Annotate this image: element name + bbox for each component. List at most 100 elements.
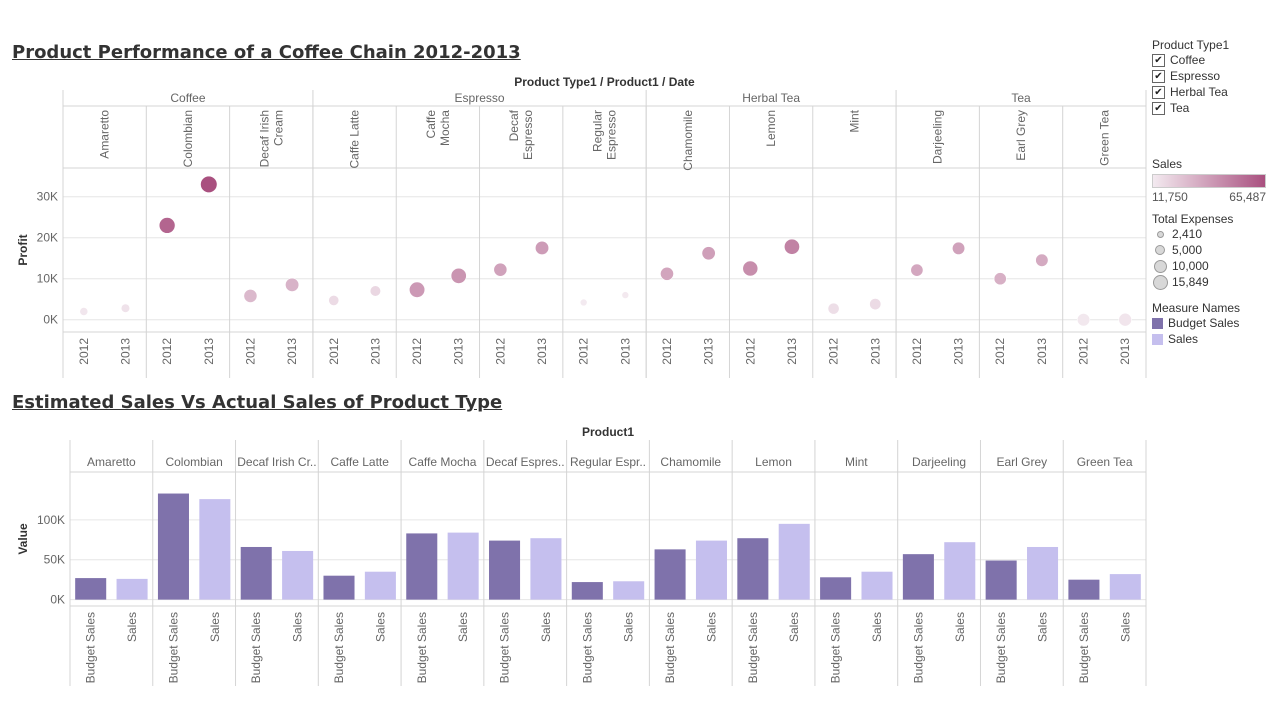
checkbox-icon[interactable]: ✔ — [1152, 69, 1165, 83]
bar-budget-sales — [489, 540, 521, 600]
size-item: 15,849 — [1152, 274, 1233, 290]
category-header: Lemon — [755, 455, 792, 469]
filter-item-herbal-tea[interactable]: ✔ Herbal Tea — [1152, 84, 1229, 100]
x-tick-label: Budget Sales — [829, 612, 843, 683]
product-header: Mint — [847, 109, 861, 132]
filter-item-espresso[interactable]: ✔ Espresso — [1152, 68, 1229, 84]
x-tick-label: Budget Sales — [84, 612, 98, 683]
product-header-line: Regular — [591, 110, 605, 152]
sales-legend-title: Sales — [1152, 157, 1183, 171]
sales-color-gradient — [1152, 174, 1266, 188]
x-tick-label: 2013 — [1118, 338, 1132, 365]
y-tick-label: 100K — [37, 513, 65, 527]
expenses-legend-title: Total Expenses — [1152, 212, 1234, 226]
x-tick-label: Budget Sales — [746, 612, 760, 683]
sales-swatch — [1152, 333, 1163, 345]
product-header-line: Lemon — [764, 110, 778, 147]
data-point — [243, 289, 258, 303]
bar-sales — [613, 581, 645, 600]
chart1-title: Product Performance of a Coffee Chain 20… — [12, 42, 521, 63]
size-item: 5,000 — [1152, 242, 1233, 258]
data-point — [910, 263, 924, 277]
data-point — [1076, 313, 1091, 327]
product-header: Green Tea — [1097, 110, 1111, 166]
x-tick-label: 2013 — [452, 338, 466, 365]
sales-max-label: 65,487 — [1229, 190, 1266, 204]
product-header: Lemon — [764, 110, 778, 147]
data-point — [742, 260, 759, 277]
product-type-filter-title: Product Type1 — [1152, 38, 1230, 52]
chart2-column-header: Product1 — [582, 425, 634, 439]
data-point — [200, 175, 218, 193]
bar-sales — [778, 523, 810, 600]
data-point — [701, 246, 716, 261]
category-header: Amaretto — [87, 455, 136, 469]
checkbox-icon[interactable]: ✔ — [1152, 53, 1165, 67]
product-header-line: Caffe Latte — [348, 110, 362, 169]
x-tick-label: 2012 — [327, 338, 341, 365]
data-point — [120, 303, 131, 313]
product-header: Chamomile — [681, 110, 695, 171]
bar-sales — [116, 578, 148, 600]
bar-budget-sales — [654, 549, 686, 600]
x-tick-label: Sales — [787, 612, 801, 642]
x-tick-label: Sales — [208, 612, 222, 642]
category-header: Decaf Espres.. — [486, 455, 565, 469]
chart1-column-header: Product Type1 / Product1 / Date — [514, 75, 695, 89]
category-header: Earl Grey — [997, 455, 1048, 469]
x-tick-label: Sales — [373, 612, 387, 642]
filter-item-label: Coffee — [1170, 53, 1206, 67]
data-point — [285, 277, 300, 292]
x-tick-label: 2013 — [118, 338, 132, 365]
data-point — [621, 291, 630, 299]
bar-sales — [199, 499, 231, 600]
product-type-header: Espresso — [455, 91, 505, 105]
x-tick-label: 2012 — [993, 338, 1007, 365]
data-point — [79, 307, 89, 316]
y-tick-label: 0K — [50, 593, 65, 607]
size-item-label: 5,000 — [1172, 243, 1203, 257]
checkbox-icon[interactable]: ✔ — [1152, 101, 1165, 115]
y-axis-title: Profit — [16, 234, 30, 265]
x-tick-label: 2013 — [952, 338, 966, 365]
bar-sales — [1027, 546, 1059, 600]
filter-item-coffee[interactable]: ✔ Coffee — [1152, 52, 1229, 68]
x-tick-label: Budget Sales — [994, 612, 1008, 683]
x-tick-label: Budget Sales — [498, 612, 512, 683]
bar-sales — [282, 550, 314, 600]
product-header-line: Mint — [847, 109, 861, 132]
product-header-line: Earl Grey — [1014, 110, 1028, 161]
budget-sales-swatch — [1152, 317, 1163, 329]
x-tick-label: 2012 — [77, 338, 91, 365]
bar-sales — [530, 538, 562, 600]
measure-item-label: Budget Sales — [1168, 316, 1240, 330]
measure-names-legend: Measure Names Budget Sales Sales — [1152, 301, 1240, 347]
data-point — [660, 266, 674, 281]
bar-budget-sales — [737, 538, 769, 600]
data-point — [993, 272, 1007, 286]
data-point — [450, 267, 467, 284]
y-tick-label: 50K — [44, 553, 65, 567]
size-item: 10,000 — [1152, 258, 1233, 274]
y-tick-label: 0K — [43, 313, 58, 327]
data-point — [408, 281, 426, 298]
filter-item-tea[interactable]: ✔ Tea — [1152, 100, 1229, 116]
product-type-header: Herbal Tea — [742, 91, 800, 105]
x-tick-label: 2013 — [368, 338, 382, 365]
checkbox-icon[interactable]: ✔ — [1152, 85, 1165, 99]
x-tick-label: Budget Sales — [663, 612, 677, 683]
data-point — [328, 294, 340, 306]
size-item-label: 2,410 — [1172, 227, 1203, 241]
x-tick-label: Budget Sales — [166, 612, 180, 683]
x-tick-label: 2012 — [160, 338, 174, 365]
filter-item-label: Espresso — [1170, 69, 1221, 83]
x-tick-label: 2012 — [410, 338, 424, 365]
measure-item-budget-sales: Budget Sales — [1152, 315, 1240, 331]
product-header: Regular Espresso — [591, 110, 619, 160]
x-tick-label: 2013 — [285, 338, 299, 365]
x-tick-label: Sales — [953, 612, 967, 642]
x-tick-label: Budget Sales — [249, 612, 263, 683]
product-header: Caffe Mocha — [424, 110, 452, 146]
category-header: Colombian — [165, 455, 222, 469]
category-header: Mint — [845, 455, 868, 469]
